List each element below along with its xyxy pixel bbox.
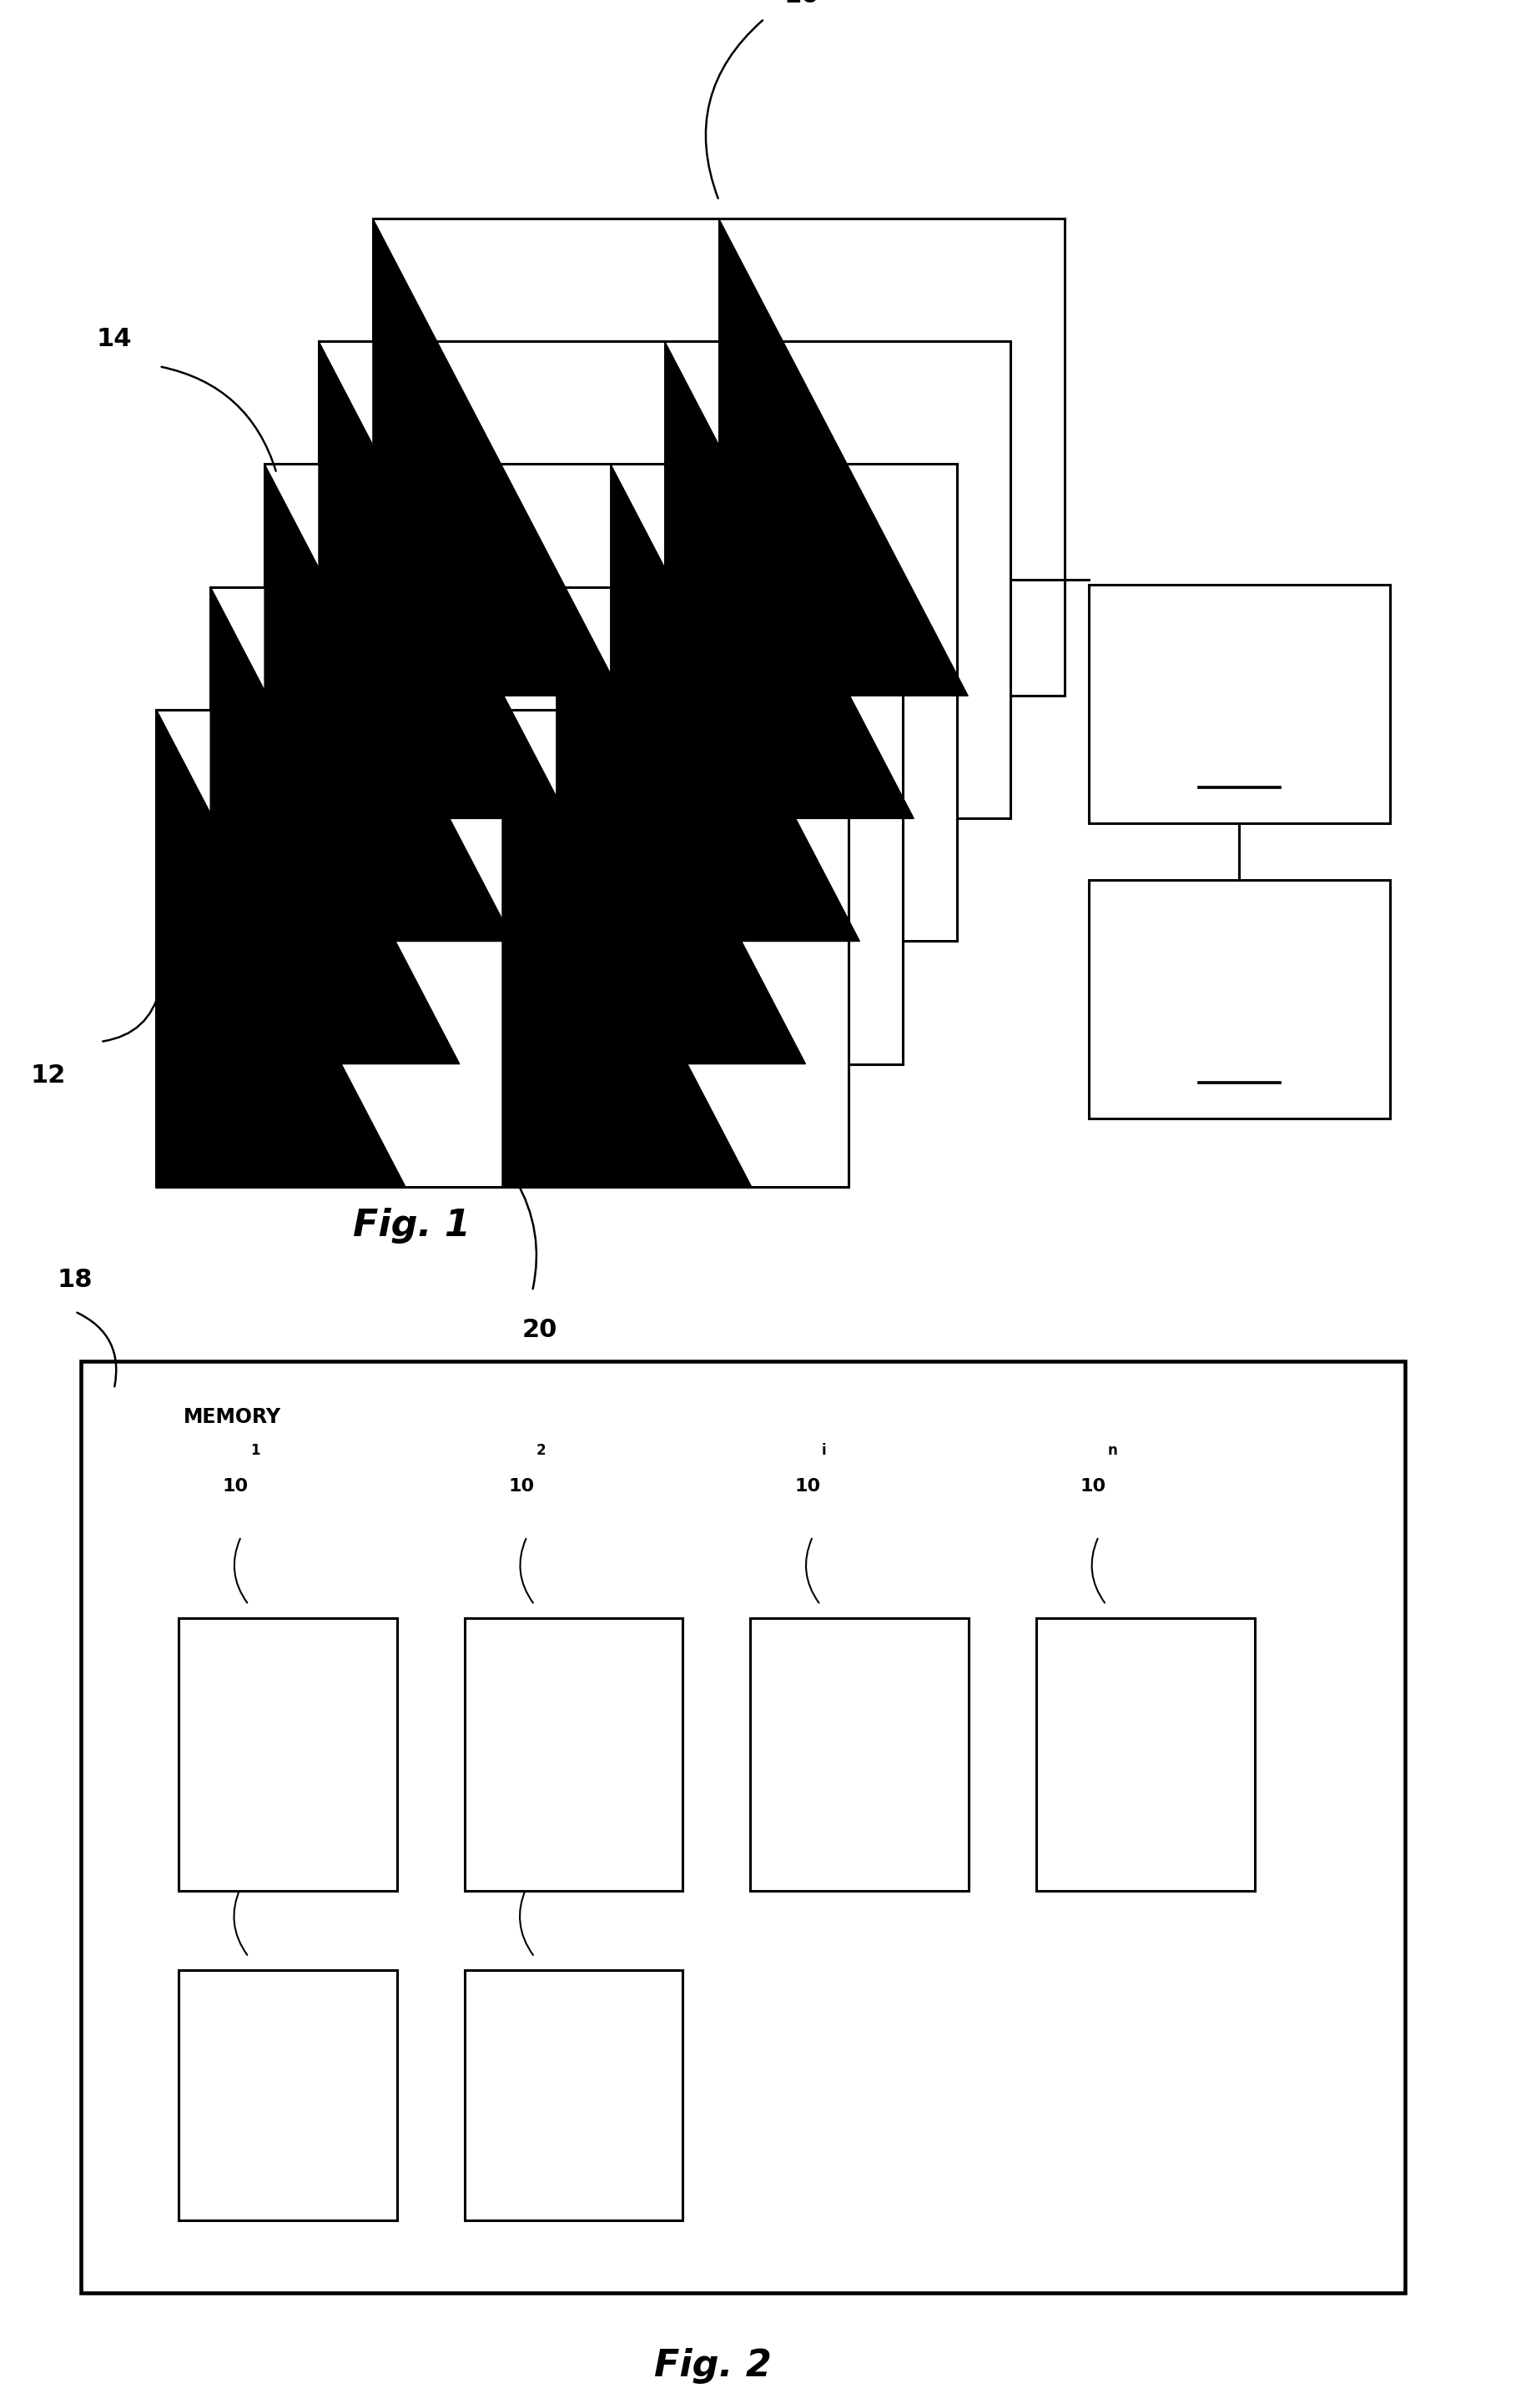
Bar <box>373 219 1064 696</box>
Bar <box>211 588 902 1064</box>
Bar <box>179 1618 397 1890</box>
Bar <box>80 1361 1405 2292</box>
Text: VOLUME
FRAME: VOLUME FRAME <box>535 1736 612 1775</box>
Bar <box>750 1618 969 1890</box>
Text: MEMORY: MEMORY <box>183 1406 280 1428</box>
Text: 18: 18 <box>1222 744 1257 768</box>
Polygon shape <box>211 588 459 1064</box>
Text: 18: 18 <box>58 1267 92 1291</box>
Text: 10: 10 <box>223 1837 249 1854</box>
Text: Fig. 1: Fig. 1 <box>353 1206 471 1243</box>
Text: 20: 20 <box>522 1317 558 1341</box>
Text: 10: 10 <box>223 1479 249 1495</box>
Bar <box>464 1970 682 2220</box>
Text: ALIGNMENT
FRAME: ALIGNMENT FRAME <box>520 2076 628 2114</box>
Text: 2: 2 <box>537 1873 546 1890</box>
Polygon shape <box>611 465 860 942</box>
Text: 22: 22 <box>1222 1040 1257 1064</box>
Text: VOLUME
FRAME: VOLUME FRAME <box>1107 1736 1184 1775</box>
Polygon shape <box>373 219 622 696</box>
Bar <box>265 465 957 942</box>
Polygon shape <box>265 465 514 942</box>
Polygon shape <box>719 219 969 696</box>
Text: i: i <box>822 1442 826 1457</box>
Polygon shape <box>502 710 752 1187</box>
Text: 16: 16 <box>652 1088 687 1112</box>
Bar <box>464 1618 682 1890</box>
Text: 1: 1 <box>250 1873 259 1890</box>
Text: VOLUME
FRAME: VOLUME FRAME <box>250 1736 326 1775</box>
Bar <box>318 342 1011 819</box>
Polygon shape <box>664 342 914 819</box>
Text: 2: 2 <box>537 1442 546 1457</box>
Text: 14: 14 <box>97 327 132 352</box>
Text: VOLUME
FRAME: VOLUME FRAME <box>822 1736 897 1775</box>
Text: Fig. 2: Fig. 2 <box>653 2348 772 2384</box>
Bar <box>156 710 849 1187</box>
Text: 1: 1 <box>250 1442 259 1457</box>
Bar <box>1088 585 1390 824</box>
Text: Computer: Computer <box>1172 939 1307 963</box>
Text: 10: 10 <box>794 1479 820 1495</box>
Text: ALIGNMENT
FRAME: ALIGNMENT FRAME <box>233 2076 341 2114</box>
Bar <box>179 1970 397 2220</box>
Text: 10: 10 <box>1081 1479 1107 1495</box>
Polygon shape <box>318 342 568 819</box>
Text: 12: 12 <box>30 1064 65 1088</box>
Polygon shape <box>556 588 805 1064</box>
Polygon shape <box>156 710 405 1187</box>
Text: 10: 10 <box>508 1837 535 1854</box>
Text: Memory: Memory <box>1184 645 1295 667</box>
Text: 10: 10 <box>508 1479 535 1495</box>
Text: 10: 10 <box>784 0 820 7</box>
Text: n: n <box>1108 1442 1117 1457</box>
Bar <box>1088 879 1390 1117</box>
Bar <box>1037 1618 1254 1890</box>
